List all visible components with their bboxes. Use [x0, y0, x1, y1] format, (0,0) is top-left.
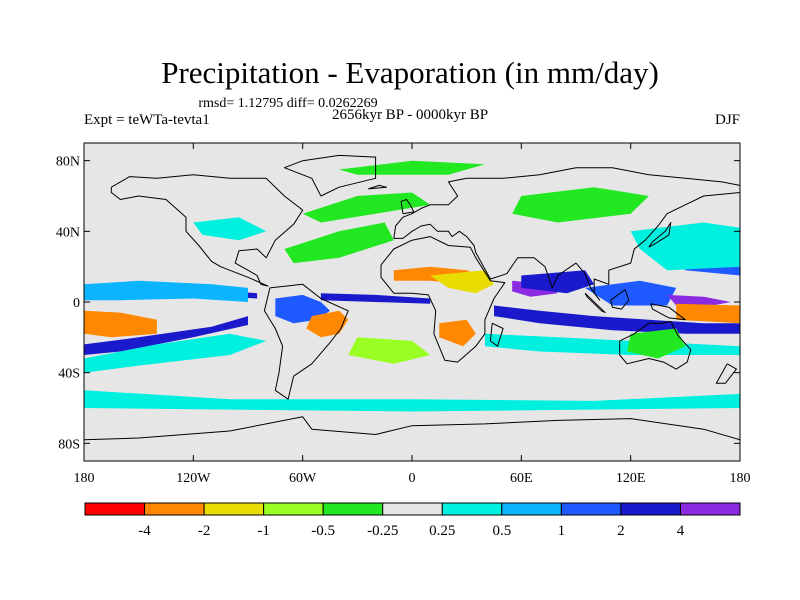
colorbar-label: -0.25 [367, 523, 398, 539]
coastline-south-america [263, 283, 349, 400]
coastline-uk [400, 199, 415, 215]
map-plot [83, 142, 741, 462]
x-tick-label: 120E [616, 471, 646, 486]
stats-line: rmsd= 1.12795 diff= 0.0262269 [198, 96, 377, 111]
experiment-label: Expt = teWTa-tevta1 [84, 112, 210, 128]
colorbar-swatch [203, 502, 265, 516]
axes-layer: 180 120W 60W 0 60E 120E 180 80N 40N 0 40S 80S [56, 143, 751, 486]
region-brazil-dry [306, 310, 349, 338]
colorbar-swatch [144, 502, 205, 516]
region-bay-of-bengal-blue [521, 270, 595, 294]
region-africa-south-dry [439, 319, 476, 347]
colorbar-label: 1 [558, 523, 566, 539]
colorbar-label: 2 [617, 523, 625, 539]
coastline-antarctica [84, 416, 740, 441]
y-tick-label: 80S [58, 437, 80, 452]
region-asia-green [512, 187, 649, 223]
coastline-new-guinea [650, 303, 686, 321]
x-tick-label: 180 [74, 471, 95, 486]
region-atlantic-itcz [320, 293, 431, 304]
colorbar-swatch [620, 502, 681, 516]
colorbar-label: -1 [257, 523, 270, 539]
colorbar-swatch [263, 502, 324, 516]
colorbar-label: -4 [138, 523, 151, 539]
coastline-australia [619, 320, 692, 370]
chart-title: Precipitation - Evaporation (in mm/day) [161, 55, 659, 90]
region-pacific-itcz-north-edge [84, 280, 248, 302]
coastline-new-zealand [715, 363, 737, 384]
colorbar: -4 -2 -1 -0.5 -0.25 0.25 0.5 1 2 4 [84, 502, 741, 539]
coastline-iceland [368, 184, 387, 190]
region-west-pacific-orange [676, 303, 740, 324]
coastline-greenland [283, 154, 377, 197]
y-tick-label: 0 [73, 296, 80, 311]
region-spcz-band [84, 316, 248, 355]
coastline-eurasia [393, 167, 740, 301]
y-tick-label: 40S [58, 367, 80, 382]
region-southern-ocean-cyan [84, 390, 740, 412]
x-tick-label: 60E [510, 471, 533, 486]
coastline-layer [84, 154, 740, 441]
coastline-borneo [610, 289, 630, 310]
colorbar-swatch [441, 502, 503, 516]
region-south-atlantic-green [348, 337, 431, 364]
colorbar-swatch [84, 502, 146, 516]
region-north-america-cyan [193, 217, 267, 241]
colorbar-swatch [560, 502, 622, 516]
x-tick-label: 120W [176, 471, 211, 486]
colorbar-label: 0.25 [429, 523, 455, 539]
colorbar-swatch [382, 502, 443, 516]
colorbar-label: 4 [677, 523, 685, 539]
x-tick-label: 0 [409, 471, 416, 486]
region-nw-pacific-cyan [630, 222, 740, 271]
x-tick-label: 180 [730, 471, 751, 486]
region-north-atlantic-green [302, 192, 431, 223]
x-tick-label: 60W [289, 471, 317, 486]
coastline-north-america [110, 174, 304, 287]
region-pacific-dry-south-edge [84, 310, 157, 338]
season-label: DJF [715, 112, 740, 128]
regions-layer [84, 160, 740, 412]
region-maritime-continent-blue [585, 280, 677, 306]
colorbar-label: 0.5 [492, 523, 511, 539]
region-atlantic-green [284, 222, 394, 264]
region-australia-green [627, 328, 686, 359]
colorbar-label: -2 [198, 523, 211, 539]
y-tick-label: 80N [56, 155, 80, 170]
coastline-sumatra [584, 292, 606, 314]
period-label: 2656kyr BP - 0000kyr BP [332, 107, 488, 123]
region-south-pacific-cyan [84, 333, 267, 373]
colorbar-label: -0.5 [311, 523, 335, 539]
region-indian-ocean-blue [494, 305, 740, 334]
colorbar-swatch [501, 502, 562, 516]
y-tick-label: 40N [56, 225, 80, 240]
region-africa-yellow [430, 270, 494, 294]
coastline-japan [648, 222, 672, 248]
colorbar-swatch [322, 502, 384, 516]
colorbar-swatch [679, 502, 741, 516]
coastline-africa [380, 236, 506, 363]
coastline-madagascar [489, 322, 504, 347]
